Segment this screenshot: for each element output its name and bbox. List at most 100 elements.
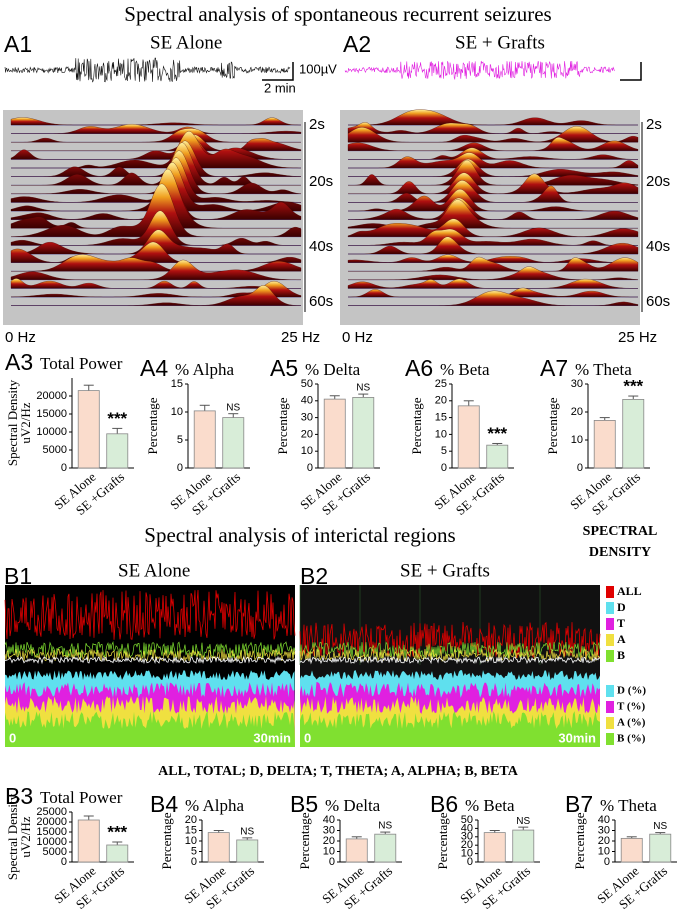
bar	[457, 405, 480, 469]
panel-label: A3	[5, 349, 33, 375]
spectrogram-ridge	[348, 152, 639, 169]
chart-title: % Alpha	[175, 360, 234, 379]
legend-swatch	[606, 717, 614, 729]
time-label: 40s	[646, 238, 670, 255]
y-tick-label: 30	[598, 824, 610, 836]
panel-caption: SE Alone	[118, 560, 190, 581]
bar	[620, 837, 643, 863]
density-trace	[299, 621, 601, 659]
panel-label: A7	[540, 355, 568, 381]
legend-label: B	[617, 648, 625, 662]
image-axis-label: 0	[304, 730, 311, 745]
y-tick-label: 20000	[36, 816, 67, 828]
scale-time: 2 min	[264, 80, 296, 95]
time-label: 20s	[309, 173, 333, 190]
panel-caption: SE + Grafts	[455, 32, 545, 53]
legend-title: DENSITY	[589, 545, 651, 560]
y-tick-label: 15000	[36, 826, 67, 838]
panel-label: B3	[5, 783, 33, 809]
y-tick-label: 30	[461, 831, 473, 843]
y-tick-label: 20000	[36, 390, 67, 402]
spectrogram-ridge	[11, 140, 302, 177]
y-tick-label: 10000	[36, 836, 67, 848]
y-tick-label: 40	[301, 395, 313, 407]
y-axis-label: Percentage	[572, 812, 587, 869]
y-tick-label: 0	[177, 462, 183, 474]
bar	[374, 833, 397, 863]
eeg-trace	[4, 57, 291, 83]
y-axis-label: Percentage	[145, 397, 160, 454]
spectrogram-ridge	[347, 218, 639, 237]
y-tick-label: 20	[598, 835, 610, 847]
spectrogram-ridge	[348, 180, 638, 203]
y-tick-label: 15000	[36, 408, 67, 420]
chart-title: % Theta	[600, 796, 657, 815]
y-axis-label: Percentage	[545, 397, 560, 454]
legend-label: B (%)	[617, 733, 646, 745]
chart-title: Total Power	[40, 788, 123, 807]
y-tick-label: 0	[604, 856, 610, 868]
spectrogram-ridge	[10, 241, 302, 263]
panel-label: B2	[300, 563, 328, 589]
y-tick-label: 10	[323, 845, 335, 857]
freq-label: 0 Hz	[342, 329, 373, 346]
time-label: 40s	[309, 238, 333, 255]
bar	[193, 410, 216, 469]
y-tick-label: 20	[461, 839, 473, 851]
y-axis-label: Spectral Density	[5, 793, 20, 880]
time-label: 2s	[309, 116, 325, 133]
spectrogram-ridge	[348, 290, 639, 306]
spectrogram-ridge	[348, 159, 639, 186]
y-tick-label: 40	[461, 822, 473, 834]
y-axis-label: uV2/Hz	[18, 402, 33, 443]
legend-label: T (%)	[617, 701, 646, 713]
bar	[77, 390, 100, 469]
panel-label: B1	[4, 563, 32, 589]
y-tick-label: 10	[301, 445, 313, 457]
panel-caption: SE Alone	[150, 32, 222, 53]
spectrogram-ridge	[11, 285, 302, 306]
legend-label: A (%)	[617, 717, 646, 729]
y-axis-label: uV2/Hz	[18, 816, 33, 857]
spectrogram-ridge	[347, 254, 638, 263]
significance: NS	[356, 383, 370, 394]
y-tick-label: 10	[571, 434, 583, 446]
y-axis-label: Percentage	[409, 397, 424, 454]
chart-title: % Theta	[575, 360, 632, 379]
density-band	[300, 711, 600, 747]
legend-swatch	[606, 650, 614, 662]
bar	[486, 444, 509, 469]
chart-title: % Beta	[440, 360, 490, 379]
y-tick-label: 10	[171, 406, 183, 418]
bar	[483, 832, 506, 863]
significance: ***	[623, 377, 643, 396]
y-axis-label: Percentage	[275, 397, 290, 454]
abbreviations: ALL, TOTAL; D, DELTA; T, THETA; A, ALPHA…	[158, 764, 519, 779]
y-tick-label: 20	[571, 406, 583, 418]
density-band	[5, 711, 295, 747]
y-tick-label: 30	[571, 378, 583, 390]
bar	[622, 398, 645, 469]
scale-voltage: 100µV	[299, 61, 337, 76]
y-tick-label: 10	[598, 845, 610, 857]
y-tick-label: 5000	[43, 444, 67, 456]
legend-swatch	[606, 733, 614, 745]
y-axis-label: Percentage	[435, 812, 450, 869]
spectrogram-ridge	[347, 137, 639, 151]
significance: NS	[226, 402, 240, 413]
significance: ***	[107, 822, 127, 841]
spectrogram-ridge	[10, 117, 301, 126]
panel-label: A2	[343, 31, 371, 57]
panel-label: A1	[4, 31, 32, 57]
spectrogram-ridge	[348, 172, 639, 194]
y-tick-label: 0	[307, 462, 313, 474]
time-label: 60s	[646, 293, 670, 310]
y-tick-label: 40	[598, 814, 610, 826]
bar	[106, 844, 129, 863]
y-tick-label: 0	[467, 856, 473, 868]
y-tick-label: 15	[185, 824, 197, 836]
y-tick-label: 5000	[43, 846, 67, 858]
bar	[106, 433, 129, 469]
